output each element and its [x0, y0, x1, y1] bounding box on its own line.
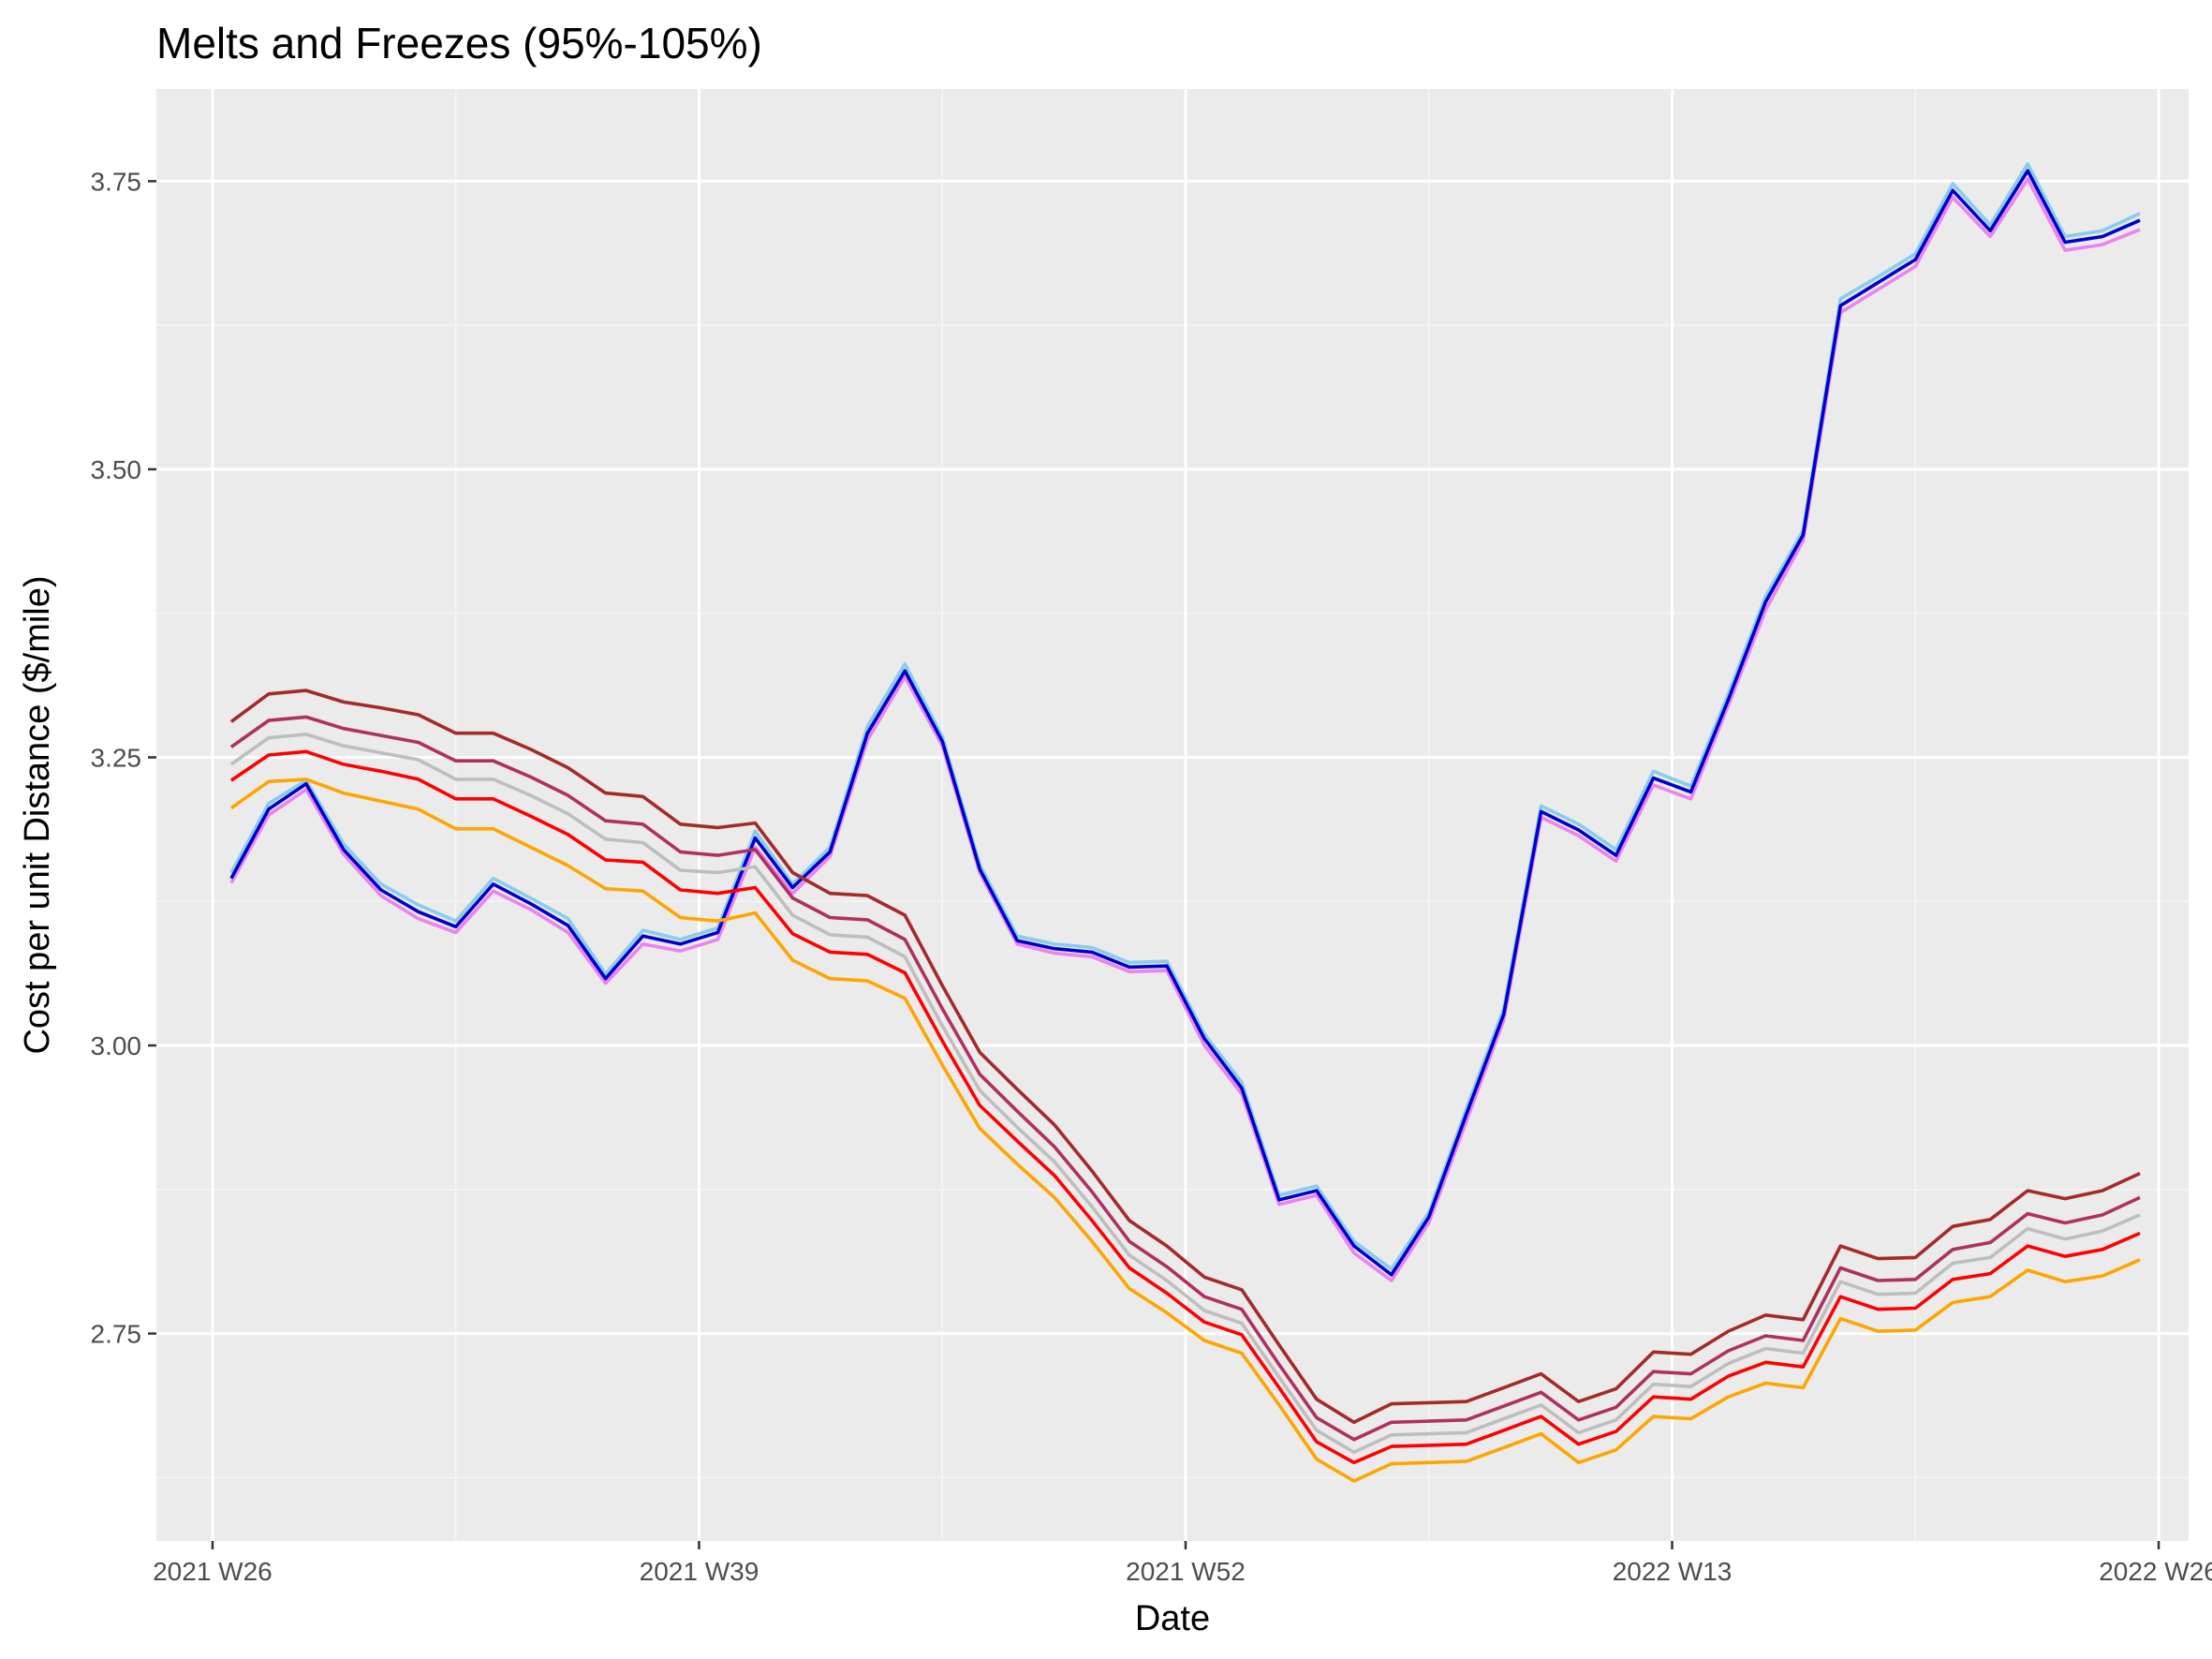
- y-tick-label: 2.75: [91, 1320, 142, 1349]
- y-tick-label: 3.00: [91, 1031, 142, 1060]
- y-axis: 2.75 3.00 3.25 3.50 3.75: [91, 167, 156, 1349]
- series-layer: [229, 162, 2141, 1483]
- x-tick-label: 2021 W26: [153, 1557, 273, 1586]
- grid-minor: [156, 89, 2189, 1541]
- x-tick-label: 2021 W52: [1126, 1557, 1246, 1586]
- x-axis-title: Date: [1135, 1599, 1210, 1638]
- series-line-7: [229, 749, 2141, 1465]
- y-tick-label: 3.50: [91, 455, 142, 484]
- x-tick-label: 2021 W39: [640, 1557, 759, 1586]
- y-tick-label: 3.25: [91, 743, 142, 772]
- y-tick-label: 3.75: [91, 167, 142, 196]
- series-line-4: [229, 689, 2141, 1425]
- grid-major: [156, 89, 2189, 1541]
- y-axis-title: Cost per unit Distance ($/mile): [18, 575, 57, 1054]
- x-tick-label: 2022 W26: [2099, 1557, 2212, 1586]
- series-line-6: [229, 733, 2141, 1455]
- chart-title: Melts and Freezes (95%-105%): [156, 19, 762, 67]
- series-line-5: [229, 715, 2141, 1442]
- series-line-8: [229, 778, 2141, 1483]
- x-tick-label: 2022 W13: [1613, 1557, 1733, 1586]
- plot-panel: [156, 89, 2189, 1541]
- series-line-3: [229, 169, 2141, 1277]
- x-axis: 2021 W26 2021 W39 2021 W52 2022 W13 2022 W26: [153, 1541, 2212, 1586]
